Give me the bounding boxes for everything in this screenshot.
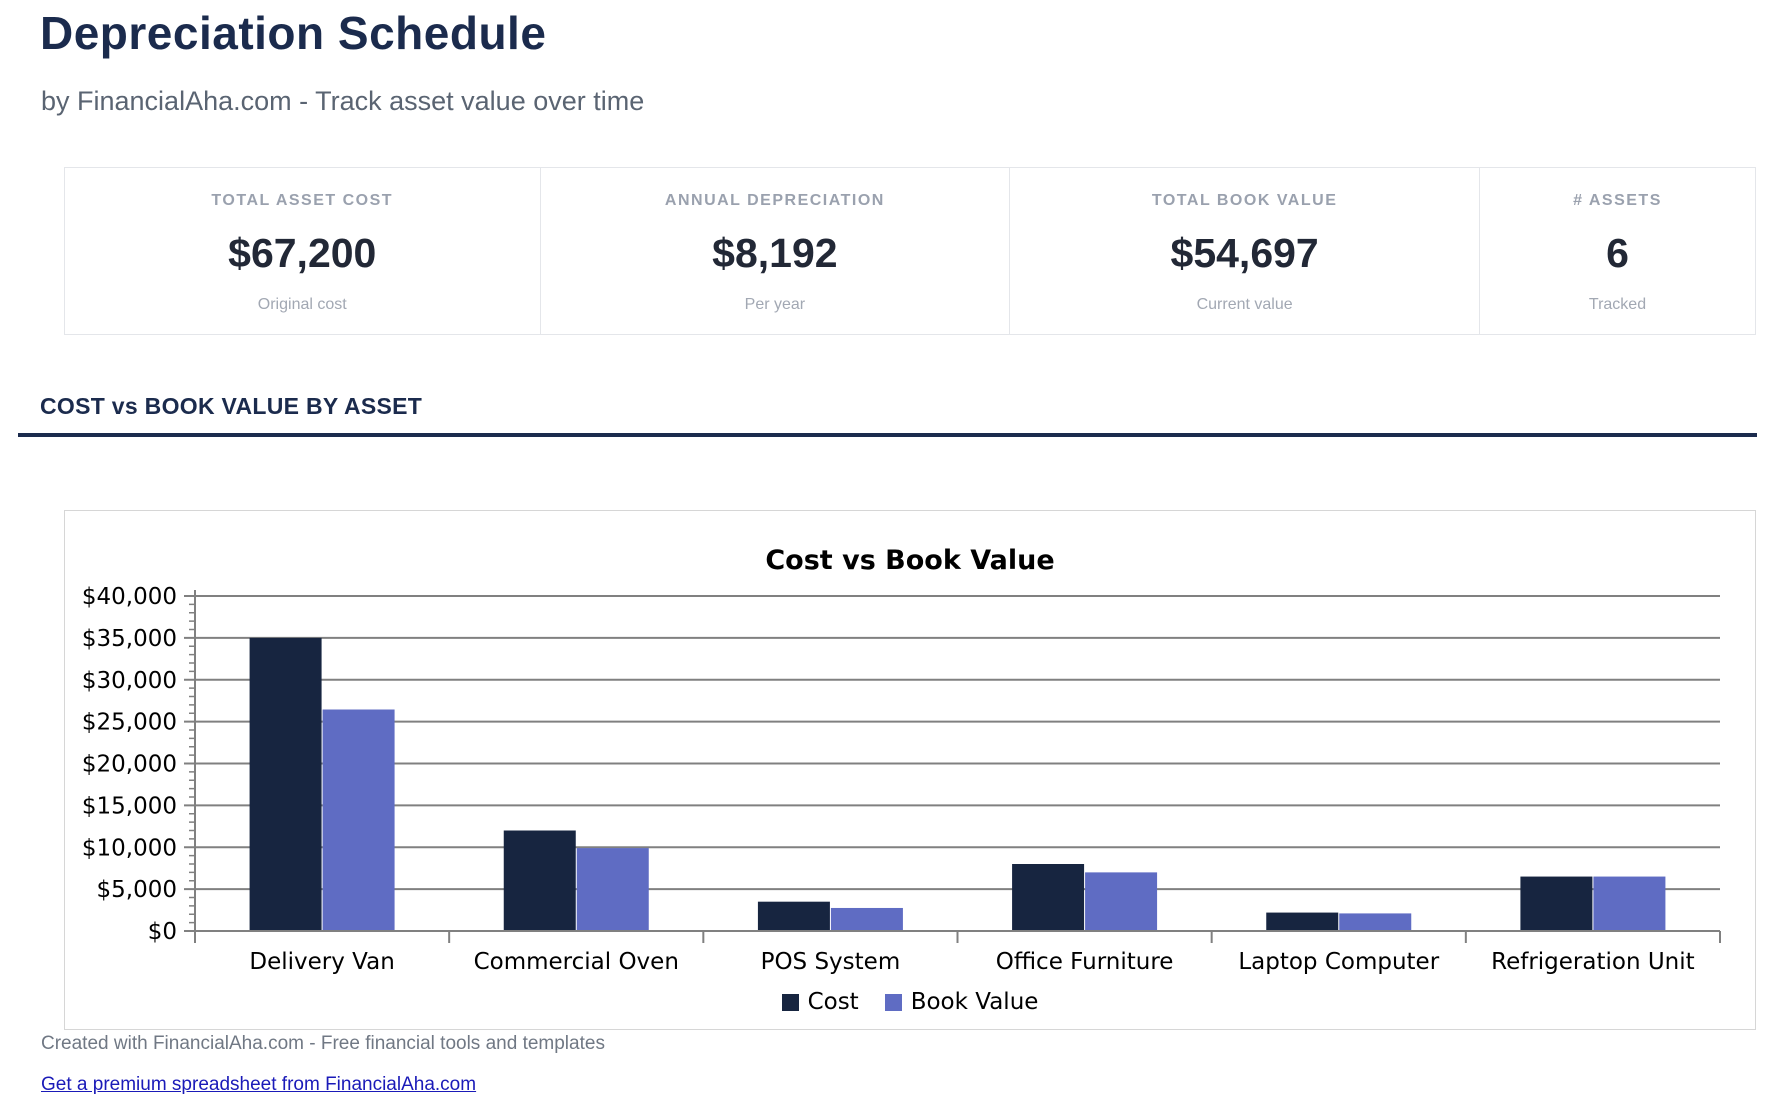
bar-book-value-delivery-van bbox=[322, 709, 395, 931]
legend-item-cost: Cost bbox=[781, 989, 859, 1015]
stat-card: TOTAL BOOK VALUE $54,697 Current value bbox=[1009, 168, 1479, 334]
y-tick-label: $20,000 bbox=[82, 752, 177, 778]
chart-container: Cost vs Book Value $0 $5,000 $10,000 $15,000… bbox=[64, 510, 1756, 1030]
section-title: COST vs BOOK VALUE BY ASSET bbox=[40, 393, 423, 419]
y-tick-label: $5,000 bbox=[97, 877, 177, 903]
category-label: Commercial Oven bbox=[474, 949, 679, 975]
bar-cost-refrigeration-unit bbox=[1520, 876, 1593, 931]
chart-legend: Cost Book Value bbox=[65, 989, 1755, 1015]
category-label: POS System bbox=[761, 949, 901, 975]
stat-card-sublabel: Current value bbox=[1196, 296, 1293, 313]
page-subtitle: by FinancialAha.com - Track asset value … bbox=[41, 86, 645, 116]
bar-book-value-commercial-oven bbox=[576, 848, 649, 931]
bar-cost-pos-system bbox=[757, 901, 830, 931]
stat-card-label: TOTAL ASSET COST bbox=[211, 192, 394, 209]
bar-cost-laptop-computer bbox=[1266, 912, 1339, 931]
page-title: Depreciation Schedule bbox=[40, 7, 547, 59]
bar-cost-commercial-oven bbox=[503, 830, 576, 931]
stat-card: # ASSETS 6 Tracked bbox=[1479, 168, 1755, 334]
y-tick-label: $25,000 bbox=[82, 710, 177, 736]
stat-card-value: $67,200 bbox=[228, 229, 377, 276]
legend-label: Cost bbox=[807, 989, 859, 1015]
bar-cost-delivery-van bbox=[249, 637, 322, 931]
category-label: Refrigeration Unit bbox=[1491, 949, 1695, 975]
stats-row: TOTAL ASSET COST $67,200 Original cost ANNU… bbox=[64, 167, 1756, 335]
cost-book-value-chart: Cost vs Book Value $0 $5,000 $10,000 $15,000… bbox=[82, 545, 1721, 975]
stat-card-value: $54,697 bbox=[1170, 229, 1319, 276]
stat-card: TOTAL ASSET COST $67,200 Original cost bbox=[65, 168, 540, 334]
bar-book-value-pos-system bbox=[830, 907, 903, 931]
stat-card: ANNUAL DEPRECIATION $8,192 Per year bbox=[539, 168, 1010, 334]
section-divider bbox=[18, 433, 1757, 437]
stat-card-sublabel: Tracked bbox=[1588, 296, 1647, 313]
stat-card-label: TOTAL BOOK VALUE bbox=[1151, 192, 1338, 209]
stat-card-sublabel: Per year bbox=[744, 296, 806, 313]
bar-cost-office-furniture bbox=[1012, 864, 1085, 931]
category-label: Laptop Computer bbox=[1238, 949, 1439, 975]
category-label: Office Furniture bbox=[996, 949, 1174, 975]
footer-credit: Created with FinancialAha.com - Free fin… bbox=[41, 1033, 605, 1054]
y-tick-label: $30,000 bbox=[82, 668, 177, 694]
category-label: Delivery Van bbox=[249, 949, 394, 975]
y-tick-label: $0 bbox=[148, 919, 177, 945]
premium-spreadsheet-link[interactable]: Get a premium spreadsheet from Financial… bbox=[41, 1074, 477, 1095]
legend-item-book-value: Book Value bbox=[884, 989, 1039, 1015]
y-tick-label: $10,000 bbox=[82, 835, 177, 861]
chart-title: Cost vs Book Value bbox=[765, 545, 1054, 576]
stat-card-value: $8,192 bbox=[712, 229, 838, 276]
stat-card-label: # ASSETS bbox=[1573, 192, 1662, 209]
bar-book-value-refrigeration-unit bbox=[1593, 876, 1666, 931]
legend-label: Book Value bbox=[910, 989, 1039, 1015]
legend-swatch bbox=[884, 993, 902, 1011]
stat-card-label: ANNUAL DEPRECIATION bbox=[664, 192, 885, 209]
stat-card-value: 6 bbox=[1606, 229, 1629, 276]
stat-card-sublabel: Original cost bbox=[257, 296, 347, 313]
legend-swatch bbox=[781, 993, 799, 1011]
y-tick-label: $15,000 bbox=[82, 793, 177, 819]
y-tick-label: $40,000 bbox=[82, 584, 177, 610]
y-tick-label: $35,000 bbox=[82, 626, 177, 652]
bar-book-value-office-furniture bbox=[1085, 872, 1158, 931]
bar-book-value-laptop-computer bbox=[1339, 913, 1412, 931]
